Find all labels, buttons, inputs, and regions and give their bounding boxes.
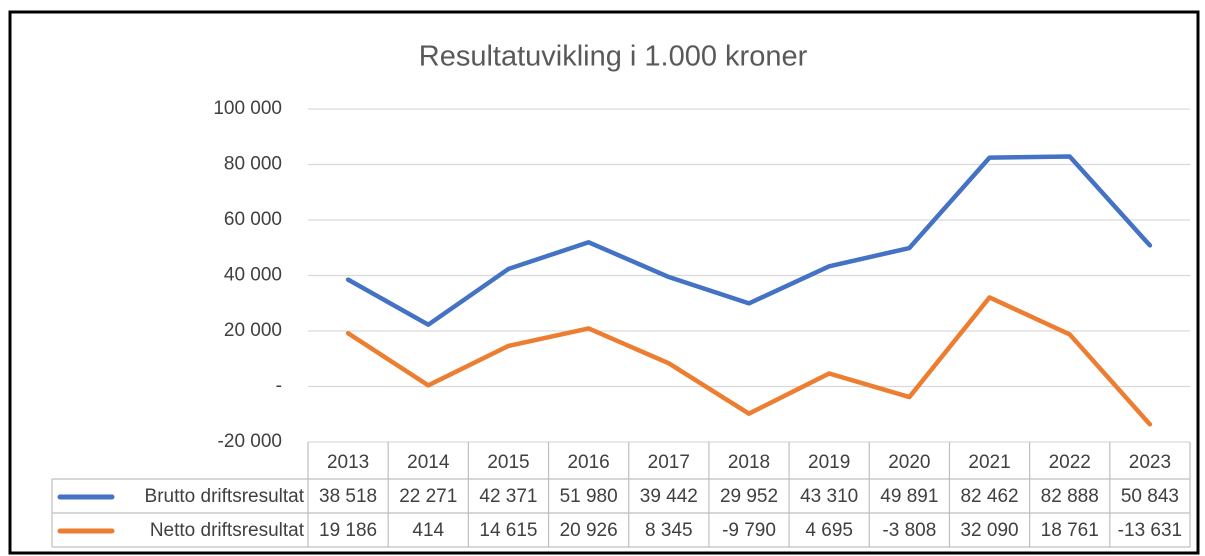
y-tick-label: -20 000 xyxy=(218,431,282,452)
x-tick-label: 2014 xyxy=(407,452,450,473)
data-label: -13 631 xyxy=(1118,520,1182,541)
x-tick-label: 2016 xyxy=(567,452,609,473)
legend-label: Netto driftsresultat xyxy=(150,520,305,541)
data-label: 14 615 xyxy=(479,520,537,541)
frame xyxy=(8,10,1200,555)
data-label: 39 442 xyxy=(640,486,698,507)
series-line xyxy=(345,154,1153,327)
data-label: 42 371 xyxy=(479,486,537,507)
x-tick-label: 2018 xyxy=(728,452,770,473)
data-label: 20 926 xyxy=(560,520,618,541)
x-tick-label: 2020 xyxy=(888,452,930,473)
x-tick-label: 2023 xyxy=(1129,452,1171,473)
data-label: 51 980 xyxy=(560,486,618,507)
data-label: 82 462 xyxy=(960,486,1018,507)
y-tick-label: 60 000 xyxy=(224,209,282,230)
y-tick-label: 40 000 xyxy=(224,265,282,286)
y-tick-label: 100 000 xyxy=(213,98,282,119)
legend-label: Brutto driftsresultat xyxy=(145,486,305,507)
chart-title: Resultatuvikling i 1.000 kroner xyxy=(419,41,808,73)
data-label: 22 271 xyxy=(399,486,457,507)
data-label: 29 952 xyxy=(720,486,778,507)
data-label: -9 790 xyxy=(722,520,776,541)
data-label: 43 310 xyxy=(800,486,858,507)
x-tick-label: 2022 xyxy=(1049,452,1091,473)
y-tick-label: - xyxy=(276,376,282,397)
data-label: 4 695 xyxy=(805,520,853,541)
data-label: 49 891 xyxy=(880,486,938,507)
x-tick-label: 2017 xyxy=(648,452,690,473)
data-label: 18 761 xyxy=(1041,520,1099,541)
x-tick-label: 2015 xyxy=(487,452,529,473)
x-tick-label: 2013 xyxy=(327,452,369,473)
data-label: -3 808 xyxy=(882,520,936,541)
data-label: 32 090 xyxy=(960,520,1018,541)
data-label: 38 518 xyxy=(319,486,377,507)
data-label: 19 186 xyxy=(319,520,377,541)
y-tick-label: 80 000 xyxy=(224,154,282,175)
data-label: 414 xyxy=(412,520,444,541)
data-label: 82 888 xyxy=(1041,486,1099,507)
data-label: 50 843 xyxy=(1121,486,1179,507)
data-label: 8 345 xyxy=(645,520,693,541)
series-line xyxy=(345,295,1153,427)
y-tick-label: 20 000 xyxy=(224,320,282,341)
x-tick-label: 2021 xyxy=(968,452,1010,473)
x-tick-label: 2019 xyxy=(808,452,850,473)
